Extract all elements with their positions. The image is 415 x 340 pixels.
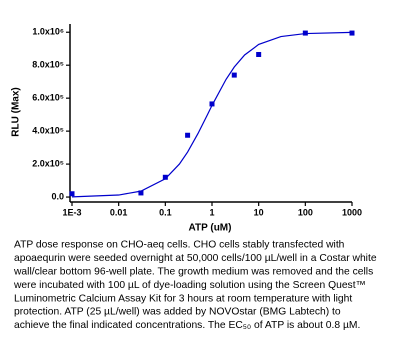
point (162, 174, 168, 180)
point (231, 72, 237, 78)
x-tick-label: 0.01 (110, 207, 128, 217)
point (349, 30, 355, 36)
x-axis-label: ATP (uM) (189, 223, 232, 234)
caption-line: Luminometric Calcium Assay Kit for 3 hou… (14, 293, 352, 304)
y-tick-label: 1.0x10⁶ (32, 27, 64, 37)
x-tick-label: 0.1 (159, 207, 172, 217)
point (185, 132, 191, 138)
caption-line: protection. ATP (25 µL/well) was added b… (14, 307, 341, 318)
caption-line: apoaequrin were seeded overnight at 50,0… (14, 253, 377, 264)
point (69, 191, 75, 197)
point (256, 51, 262, 57)
y-tick-label: 0.0 (51, 191, 64, 201)
x-tick-label: 1 (209, 207, 214, 217)
x-tick-label: 1E-3 (62, 207, 81, 217)
y-tick-label: 6.0x10⁵ (32, 93, 64, 103)
caption-line: wall/clear bottom 96-well plate. The gro… (13, 267, 373, 278)
x-tick-label: 100 (298, 207, 313, 217)
point (209, 101, 215, 107)
y-tick-label: 8.0x10⁵ (32, 60, 64, 70)
caption-line: were incubated with 100 µL of dye-loadin… (13, 280, 366, 291)
point (138, 190, 144, 196)
y-axis-label: RLU (Max) (11, 87, 22, 136)
caption-line: achieve the final indicated concentratio… (14, 320, 360, 331)
y-tick-label: 2.0x10⁵ (32, 158, 64, 168)
x-tick-label: 1000 (342, 207, 362, 217)
y-tick-label: 4.0x10⁵ (32, 126, 64, 136)
x-tick-label: 10 (254, 207, 264, 217)
caption-line: ATP dose response on CHO-aeq cells. CHO … (14, 240, 345, 251)
fit-line (71, 31, 353, 198)
